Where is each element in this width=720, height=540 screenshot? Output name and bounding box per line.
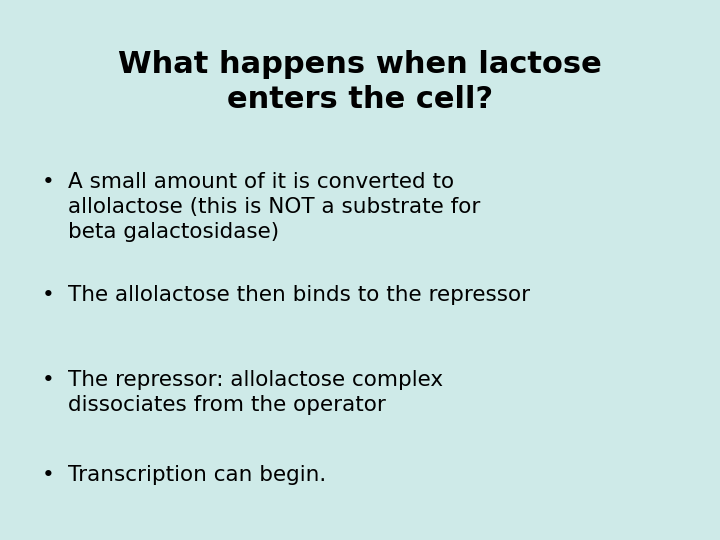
Text: The repressor: allolactose complex
dissociates from the operator: The repressor: allolactose complex disso… <box>68 370 443 415</box>
Text: •: • <box>42 172 55 192</box>
Text: •: • <box>42 370 55 390</box>
Text: A small amount of it is converted to
allolactose (this is NOT a substrate for
be: A small amount of it is converted to all… <box>68 172 480 241</box>
Text: The allolactose then binds to the repressor: The allolactose then binds to the repres… <box>68 285 530 305</box>
Text: •: • <box>42 465 55 485</box>
Text: What happens when lactose
enters the cell?: What happens when lactose enters the cel… <box>118 50 602 114</box>
Text: Transcription can begin.: Transcription can begin. <box>68 465 326 485</box>
Text: •: • <box>42 285 55 305</box>
